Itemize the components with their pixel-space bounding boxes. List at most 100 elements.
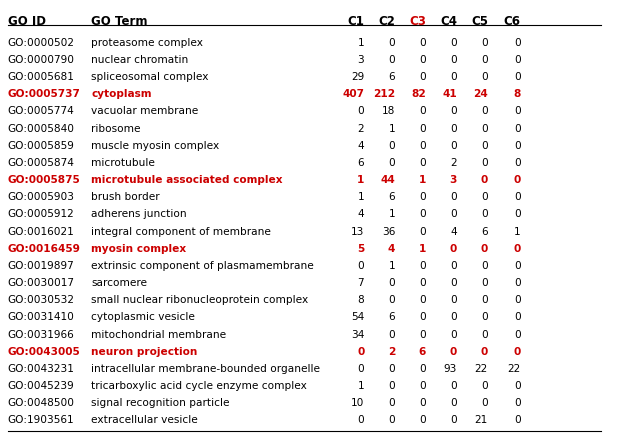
Text: 0: 0	[450, 381, 457, 391]
Text: 0: 0	[419, 141, 426, 151]
Text: GO:0048500: GO:0048500	[7, 398, 75, 408]
Text: 0: 0	[514, 72, 520, 82]
Text: 22: 22	[507, 364, 520, 374]
Text: GO:0005859: GO:0005859	[7, 141, 75, 151]
Text: intracellular membrane-bounded organelle: intracellular membrane-bounded organelle	[91, 364, 320, 374]
Text: 0: 0	[481, 209, 488, 220]
Text: 0: 0	[481, 244, 488, 254]
Text: 0: 0	[419, 415, 426, 426]
Text: 1: 1	[358, 192, 365, 202]
Text: 1: 1	[358, 381, 365, 391]
Text: 0: 0	[389, 295, 395, 305]
Text: GO:0000790: GO:0000790	[7, 55, 75, 65]
Text: 0: 0	[514, 261, 520, 271]
Text: 1: 1	[389, 261, 395, 271]
Text: 0: 0	[419, 227, 426, 237]
Text: 1: 1	[389, 123, 395, 134]
Text: 3: 3	[358, 55, 365, 65]
Text: 41: 41	[442, 89, 457, 99]
Text: 0: 0	[419, 364, 426, 374]
Text: 0: 0	[481, 175, 488, 185]
Text: 0: 0	[389, 415, 395, 426]
Text: 0: 0	[389, 398, 395, 408]
Text: GO ID: GO ID	[7, 15, 45, 27]
Text: 0: 0	[358, 106, 365, 116]
Text: GO:0005774: GO:0005774	[7, 106, 75, 116]
Text: 1: 1	[419, 175, 426, 185]
Text: GO:0005840: GO:0005840	[7, 123, 75, 134]
Text: ribosome: ribosome	[91, 123, 140, 134]
Text: 2: 2	[450, 158, 457, 168]
Text: 0: 0	[514, 141, 520, 151]
Text: 0: 0	[514, 175, 520, 185]
Text: vacuolar membrane: vacuolar membrane	[91, 106, 198, 116]
Text: 1: 1	[419, 244, 426, 254]
Text: 0: 0	[481, 55, 488, 65]
Text: GO:0005875: GO:0005875	[7, 175, 80, 185]
Text: 0: 0	[419, 278, 426, 288]
Text: 2: 2	[388, 347, 395, 357]
Text: 0: 0	[389, 278, 395, 288]
Text: myosin complex: myosin complex	[91, 244, 186, 254]
Text: neuron projection: neuron projection	[91, 347, 197, 357]
Text: 0: 0	[450, 123, 457, 134]
Text: 0: 0	[419, 313, 426, 322]
Text: 0: 0	[450, 141, 457, 151]
Text: 0: 0	[419, 72, 426, 82]
Text: GO:0031966: GO:0031966	[7, 329, 75, 340]
Text: 0: 0	[450, 295, 457, 305]
Text: 0: 0	[514, 209, 520, 220]
Text: 0: 0	[419, 158, 426, 168]
Text: 1: 1	[514, 227, 520, 237]
Text: 0: 0	[419, 329, 426, 340]
Text: 13: 13	[351, 227, 365, 237]
Text: 0: 0	[419, 209, 426, 220]
Text: 0: 0	[450, 347, 457, 357]
Text: 0: 0	[389, 38, 395, 48]
Text: 10: 10	[351, 398, 365, 408]
Text: 0: 0	[419, 381, 426, 391]
Text: GO:0005874: GO:0005874	[7, 158, 75, 168]
Text: 0: 0	[514, 313, 520, 322]
Text: GO:0016021: GO:0016021	[7, 227, 75, 237]
Text: 0: 0	[389, 364, 395, 374]
Text: 0: 0	[514, 38, 520, 48]
Text: 0: 0	[358, 364, 365, 374]
Text: 0: 0	[481, 398, 488, 408]
Text: 0: 0	[419, 38, 426, 48]
Text: 7: 7	[358, 278, 365, 288]
Text: muscle myosin complex: muscle myosin complex	[91, 141, 219, 151]
Text: 4: 4	[388, 244, 395, 254]
Text: 407: 407	[342, 89, 365, 99]
Text: 22: 22	[474, 364, 488, 374]
Text: 0: 0	[450, 192, 457, 202]
Text: integral component of membrane: integral component of membrane	[91, 227, 271, 237]
Text: GO:0030017: GO:0030017	[7, 278, 75, 288]
Text: 0: 0	[514, 106, 520, 116]
Text: 0: 0	[481, 329, 488, 340]
Text: 8: 8	[358, 295, 365, 305]
Text: 0: 0	[481, 381, 488, 391]
Text: GO:0016459: GO:0016459	[7, 244, 81, 254]
Text: GO:0019897: GO:0019897	[7, 261, 75, 271]
Text: spliceosomal complex: spliceosomal complex	[91, 72, 209, 82]
Text: 0: 0	[450, 278, 457, 288]
Text: 0: 0	[514, 123, 520, 134]
Text: 8: 8	[514, 89, 520, 99]
Text: GO:0030532: GO:0030532	[7, 295, 75, 305]
Text: C6: C6	[504, 15, 520, 27]
Text: 0: 0	[419, 398, 426, 408]
Text: GO:0005681: GO:0005681	[7, 72, 75, 82]
Text: 0: 0	[481, 278, 488, 288]
Text: GO:0005912: GO:0005912	[7, 209, 75, 220]
Text: 0: 0	[481, 313, 488, 322]
Text: GO Term: GO Term	[91, 15, 148, 27]
Text: 0: 0	[450, 329, 457, 340]
Text: 1: 1	[358, 38, 365, 48]
Text: 212: 212	[373, 89, 395, 99]
Text: 0: 0	[481, 261, 488, 271]
Text: 0: 0	[481, 72, 488, 82]
Text: 0: 0	[514, 398, 520, 408]
Text: 0: 0	[514, 381, 520, 391]
Text: tricarboxylic acid cycle enzyme complex: tricarboxylic acid cycle enzyme complex	[91, 381, 307, 391]
